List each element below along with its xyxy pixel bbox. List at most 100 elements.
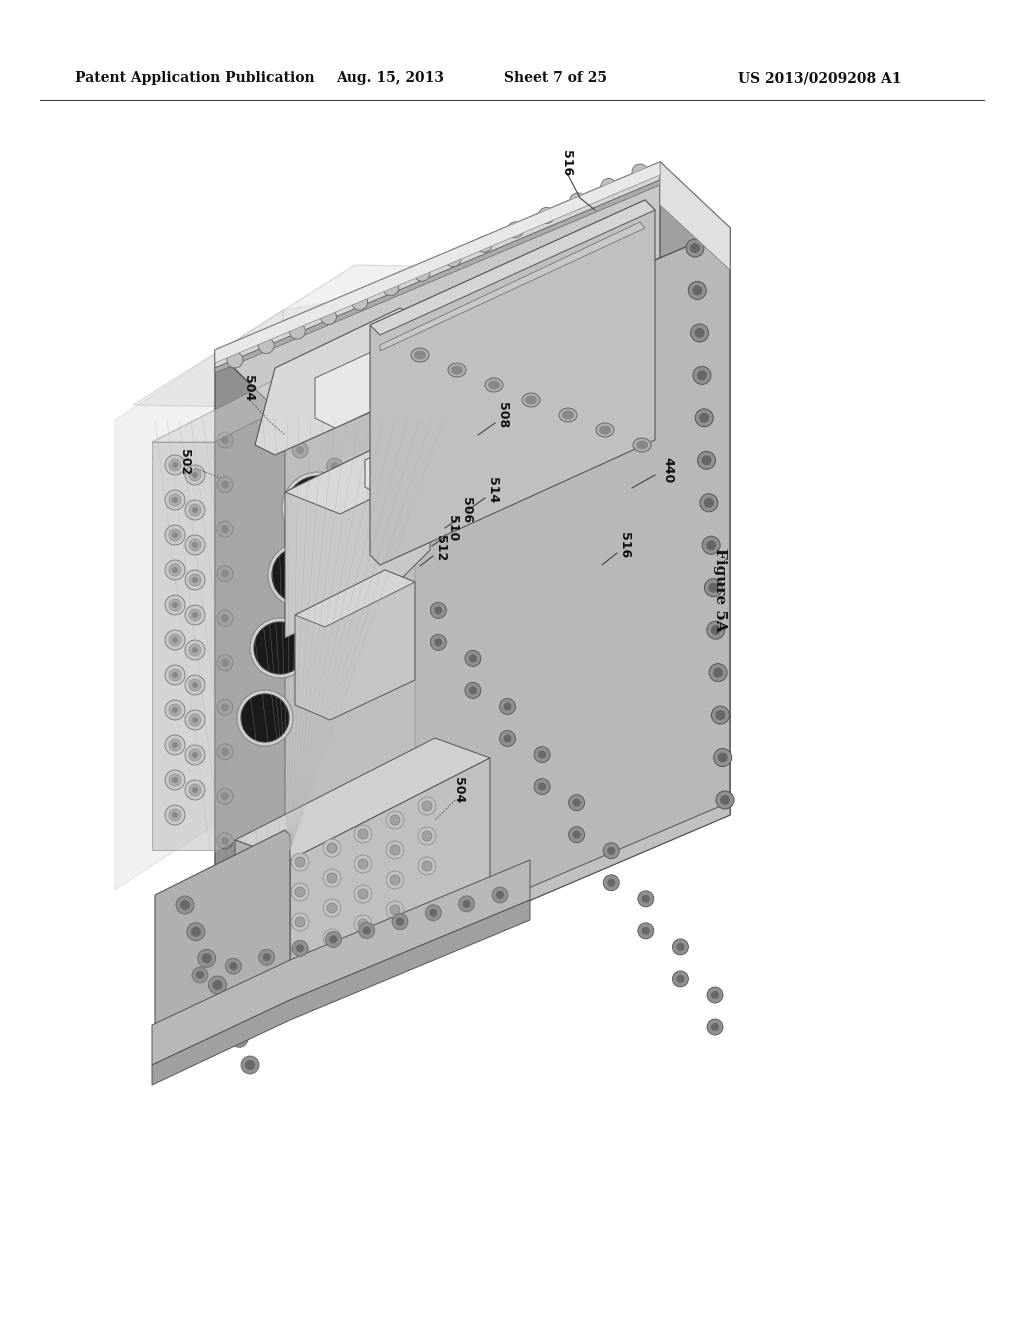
Ellipse shape <box>485 378 503 392</box>
Circle shape <box>227 352 243 368</box>
Circle shape <box>414 265 430 281</box>
Circle shape <box>221 436 229 444</box>
Circle shape <box>291 913 309 931</box>
Circle shape <box>327 873 337 883</box>
Circle shape <box>714 748 732 767</box>
Circle shape <box>686 239 705 257</box>
Circle shape <box>295 917 305 927</box>
Circle shape <box>390 814 400 825</box>
Circle shape <box>172 812 178 818</box>
Circle shape <box>295 946 305 957</box>
Circle shape <box>638 891 654 907</box>
Polygon shape <box>295 570 415 719</box>
Circle shape <box>713 668 723 677</box>
Circle shape <box>607 846 615 855</box>
Circle shape <box>221 748 229 756</box>
Circle shape <box>358 859 368 869</box>
Circle shape <box>492 887 508 903</box>
Polygon shape <box>290 758 490 979</box>
Circle shape <box>185 640 205 660</box>
Circle shape <box>263 953 270 961</box>
Circle shape <box>259 960 278 977</box>
Text: 510: 510 <box>446 515 460 541</box>
Circle shape <box>189 678 201 690</box>
Circle shape <box>697 371 707 380</box>
Circle shape <box>716 791 734 809</box>
Circle shape <box>180 900 190 909</box>
Circle shape <box>434 639 442 647</box>
Polygon shape <box>215 162 730 418</box>
Polygon shape <box>660 162 730 246</box>
Circle shape <box>390 906 400 915</box>
Circle shape <box>185 500 205 520</box>
Circle shape <box>272 546 328 603</box>
Text: Sheet 7 of 25: Sheet 7 of 25 <box>504 71 606 84</box>
Polygon shape <box>285 228 730 1005</box>
Text: 512: 512 <box>433 535 446 561</box>
Circle shape <box>607 879 615 887</box>
Circle shape <box>694 327 705 338</box>
Circle shape <box>430 635 446 651</box>
Polygon shape <box>380 222 645 351</box>
Circle shape <box>702 536 720 554</box>
Circle shape <box>185 535 205 554</box>
Circle shape <box>258 338 274 354</box>
Circle shape <box>176 896 194 913</box>
Circle shape <box>354 855 372 873</box>
Circle shape <box>169 809 181 821</box>
Circle shape <box>198 949 216 968</box>
Circle shape <box>169 459 181 471</box>
Circle shape <box>673 972 688 987</box>
Circle shape <box>539 207 555 223</box>
Circle shape <box>286 477 350 540</box>
Circle shape <box>568 795 585 810</box>
Circle shape <box>169 599 181 611</box>
Circle shape <box>296 414 304 422</box>
Circle shape <box>697 451 716 470</box>
Circle shape <box>225 958 242 974</box>
Circle shape <box>190 927 201 937</box>
Circle shape <box>711 1023 719 1031</box>
Circle shape <box>172 708 178 713</box>
Circle shape <box>189 748 201 762</box>
Circle shape <box>193 612 198 618</box>
Circle shape <box>366 510 373 519</box>
Polygon shape <box>215 162 660 363</box>
Text: 502: 502 <box>178 449 191 475</box>
Polygon shape <box>365 428 449 498</box>
Circle shape <box>292 442 308 458</box>
Circle shape <box>165 770 185 789</box>
Circle shape <box>642 927 650 935</box>
Circle shape <box>291 883 309 902</box>
Circle shape <box>422 832 432 841</box>
Circle shape <box>707 1019 723 1035</box>
Circle shape <box>189 644 201 656</box>
Circle shape <box>383 280 398 296</box>
Circle shape <box>690 323 709 342</box>
Polygon shape <box>234 840 290 979</box>
Text: 516: 516 <box>618 532 632 558</box>
Circle shape <box>193 968 208 983</box>
Circle shape <box>169 494 181 506</box>
Ellipse shape <box>559 408 577 422</box>
Circle shape <box>169 774 181 785</box>
Circle shape <box>221 837 229 845</box>
Circle shape <box>418 828 436 845</box>
Circle shape <box>291 853 309 871</box>
Circle shape <box>263 903 273 913</box>
Polygon shape <box>255 308 420 455</box>
Circle shape <box>465 682 481 698</box>
Polygon shape <box>285 447 430 638</box>
Circle shape <box>638 923 654 939</box>
Circle shape <box>568 826 585 842</box>
Circle shape <box>707 540 716 550</box>
Ellipse shape <box>596 422 614 437</box>
Text: 504: 504 <box>452 777 465 803</box>
Circle shape <box>221 480 229 488</box>
Circle shape <box>165 490 185 510</box>
Circle shape <box>217 610 233 626</box>
Circle shape <box>358 919 368 929</box>
Circle shape <box>169 529 181 541</box>
Polygon shape <box>152 900 530 1085</box>
Circle shape <box>504 734 512 742</box>
